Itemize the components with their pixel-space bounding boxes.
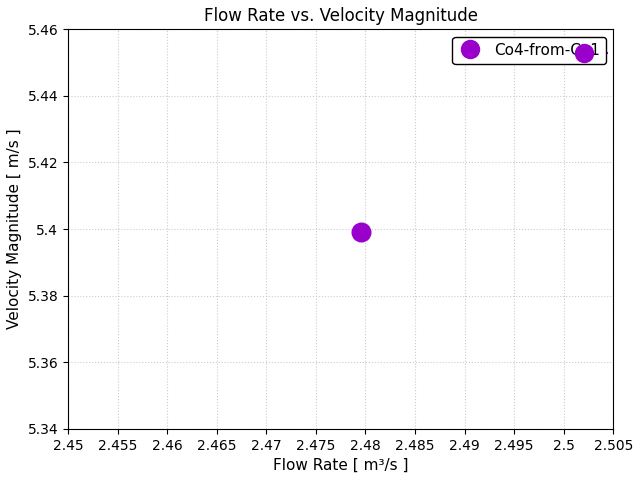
Title: Flow Rate vs. Velocity Magnitude: Flow Rate vs. Velocity Magnitude	[204, 7, 477, 25]
Legend: Co4-from-Co1: Co4-from-Co1	[452, 37, 605, 64]
X-axis label: Flow Rate [ m³/s ]: Flow Rate [ m³/s ]	[273, 458, 408, 473]
Y-axis label: Velocity Magnitude [ m/s ]: Velocity Magnitude [ m/s ]	[7, 129, 22, 329]
Point	[355, 228, 365, 236]
